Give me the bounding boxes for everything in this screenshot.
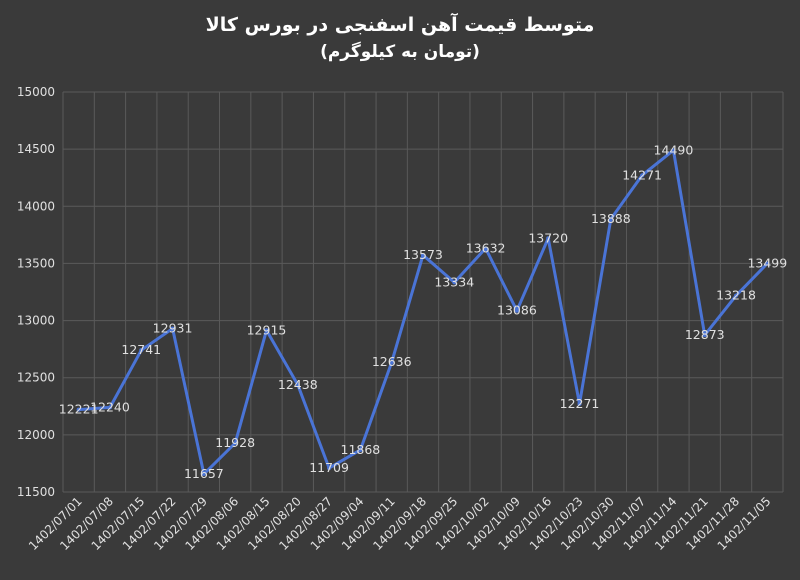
data-point [671,148,676,153]
data-point [264,328,269,333]
data-point [608,217,613,222]
data-point [640,173,645,178]
data-label: 12741 [121,342,161,357]
data-point [327,466,332,471]
y-tick-label: 12500 [17,371,55,385]
data-point [389,360,394,365]
data-label: 13573 [403,247,443,262]
data-point [201,472,206,477]
data-label: 14490 [654,142,694,157]
data-point [577,401,582,406]
data-label: 12873 [685,327,725,342]
data-label: 11928 [215,435,255,450]
data-point [546,236,551,241]
y-tick-label: 11500 [17,485,55,499]
data-label: 12271 [560,396,600,411]
y-tick-label: 12000 [17,428,55,442]
data-label: 12636 [372,354,412,369]
data-label: 13499 [747,256,787,271]
data-label: 13086 [497,303,537,318]
data-label: 13888 [591,211,631,226]
data-label: 13720 [528,230,568,245]
data-point [734,293,739,298]
data-point [483,246,488,251]
data-label: 13632 [466,240,506,255]
data-point [421,253,425,258]
data-label: 12240 [90,399,130,414]
y-tick-label: 15000 [17,85,55,99]
data-point [107,405,112,410]
series-line [77,148,769,476]
data-point [514,308,519,313]
data-label: 11709 [309,460,349,475]
data-point [233,441,238,446]
y-tick-label: 13000 [17,314,55,328]
y-tick-label: 14000 [17,199,55,213]
y-tick-label: 14500 [17,142,55,156]
data-point [295,382,300,387]
chart-title: متوسط قیمت آهن اسفنجی در بورس کالا [205,14,595,36]
data-label: 11657 [184,466,224,481]
data-point [765,261,770,266]
y-tick-label: 13500 [17,256,55,270]
data-point [170,326,175,331]
data-point [702,333,707,338]
data-label: 13218 [716,288,756,303]
data-label: 13334 [434,274,474,289]
data-point [139,348,144,353]
data-label: 11868 [341,442,381,457]
data-point [76,407,81,412]
data-point [358,447,363,452]
data-label: 12438 [278,377,318,392]
data-label: 12915 [247,322,287,337]
data-point [452,280,457,285]
chart-subtitle: (تومان به کیلوگرم) [320,42,480,62]
data-label: 12221 [59,402,99,417]
data-label: 12931 [153,320,193,335]
data-label: 14271 [622,167,662,182]
